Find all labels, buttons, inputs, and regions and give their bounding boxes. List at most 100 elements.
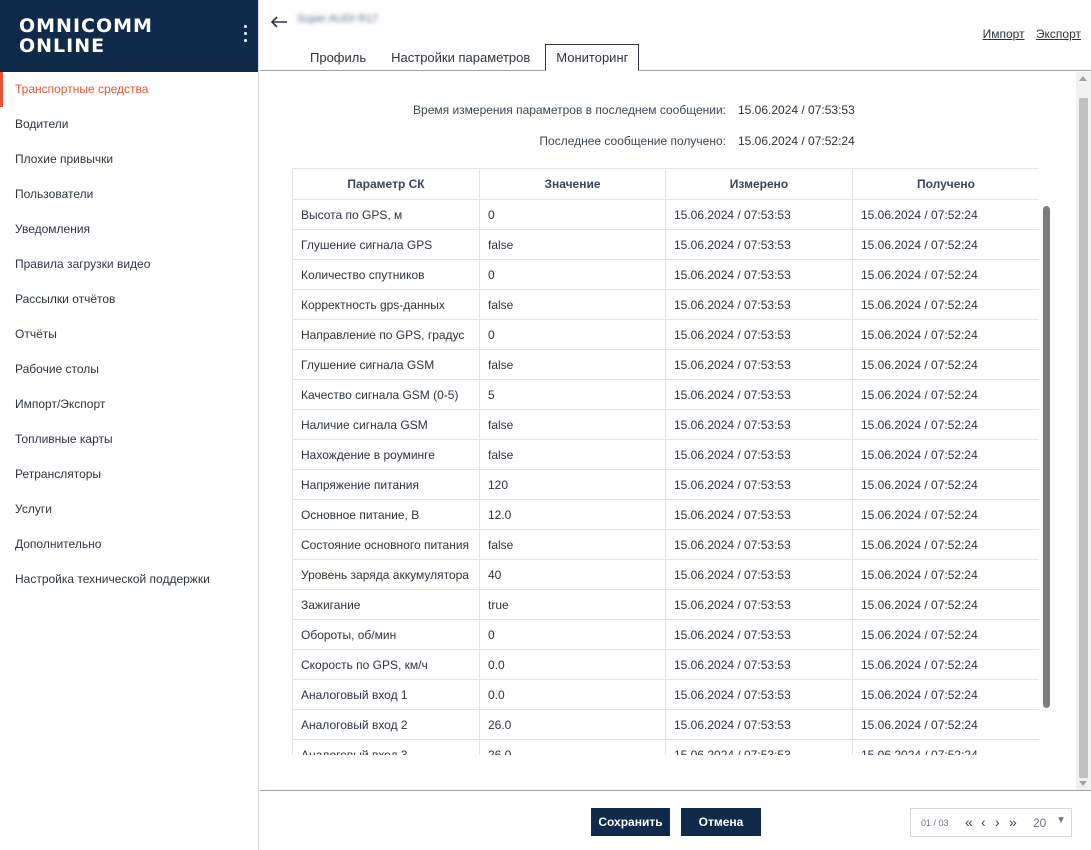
first-page-icon[interactable]: « [965,814,973,830]
sidebar-item-2[interactable]: Плохие привычки [15,152,114,166]
sidebar-item-7[interactable]: Отчёты [15,327,57,341]
table-row[interactable]: Нахождение в роуминге false 15.06.2024 / 0… [292,439,1039,470]
table-row[interactable]: Глушение сигнала GSM false 15.06.2024 / 07… [292,349,1039,380]
cell-value: 0 [479,259,666,290]
table-row[interactable]: Зажигание true 15.06.2024 / 07:53:53 15.06.… [292,589,1039,620]
table-row[interactable]: Аналоговый вход 3 26.0 15.06.2024 / 07:53:… [292,739,1039,755]
table-row[interactable]: Скорость по GPS, км/ч 0.0 15.06.2024 / 07:… [292,649,1039,680]
table-row[interactable]: Качество сигнала GSM (0-5) 5 15.06.2024 / … [292,379,1039,410]
cancel-button[interactable]: Отмена [681,808,761,836]
sidebar-item-14[interactable]: Настройка технической поддержки [15,572,210,586]
prev-page-icon[interactable]: ‹ [981,814,986,830]
cell-value: false [479,439,666,470]
sidebar-item-4[interactable]: Уведомления [15,222,91,236]
tab-parameter-settings[interactable]: Настройки параметров [391,50,531,65]
sidebar-item-6[interactable]: Рассылки отчётов [15,292,116,306]
cell-parameter: Нахождение в роуминге [292,439,480,470]
cell-value: false [479,229,666,260]
cell-value: 12.0 [479,499,666,530]
cell-measured: 15.06.2024 / 07:53:53 [665,379,853,410]
cell-received: 15.06.2024 / 07:52:24 [852,679,1039,710]
save-button[interactable]: Сохранить [591,808,670,836]
parameters-table: Параметр СК Значение Измерено Получено В… [292,168,1039,755]
table-row[interactable]: Глушение сигнала GPS false 15.06.2024 / 07… [292,229,1039,260]
table-row[interactable]: Корректность gps-данных false 15.06.2024 /… [292,289,1039,320]
table-container[interactable]: Параметр СК Значение Измерено Получено В… [292,168,1039,755]
header-parameter[interactable]: Параметр СК [292,168,480,200]
sidebar-item-5[interactable]: Правила загрузки видео [15,257,151,271]
sidebar-item-12[interactable]: Услуги [15,502,52,516]
table-row[interactable]: Количество спутников 0 15.06.2024 / 07:53:… [292,259,1039,290]
cell-measured: 15.06.2024 / 07:53:53 [665,559,853,590]
cell-received: 15.06.2024 / 07:52:24 [852,289,1039,320]
table-row[interactable]: Наличие сигнала GSM false 15.06.2024 / 07:… [292,409,1039,440]
header-value[interactable]: Значение [479,168,666,200]
scroll-up-icon[interactable] [1079,76,1087,81]
tab-monitoring[interactable]: Мониторинг [545,44,640,71]
sidebar-item-1[interactable]: Водители [15,117,69,131]
page-size-select[interactable]: 20 [1033,816,1047,830]
back-arrow-icon[interactable] [269,13,289,31]
cell-parameter: Аналоговый вход 3 [292,739,480,755]
info-measured-label: Время измерения параметров в последнем с… [413,103,726,117]
table-row[interactable]: Основное питание, В 12.0 15.06.2024 / 07:5… [292,499,1039,530]
tabs: Профиль Настройки параметров Мониторинг [300,44,644,71]
sidebar-item-9[interactable]: Импорт/Экспорт [15,397,106,411]
cell-parameter: Количество спутников [292,259,480,290]
header-measured[interactable]: Измерено [665,168,853,200]
cell-measured: 15.06.2024 / 07:53:53 [665,619,853,650]
logo: OMNICOMM ONLINE [19,16,153,56]
cell-value: 120 [479,469,666,500]
sidebar-item-0[interactable]: Транспортные средства [0,72,258,107]
table-row[interactable]: Аналоговый вход 1 0.0 15.06.2024 / 07:53:5… [292,679,1039,710]
cell-parameter: Состояние основного питания [292,529,480,560]
table-row[interactable]: Высота по GPS, м 0 15.06.2024 / 07:53:53 15… [292,199,1039,230]
table-row[interactable]: Обороты, об/мин 0 15.06.2024 / 07:53:53 15.… [292,619,1039,650]
cell-received: 15.06.2024 / 07:52:24 [852,709,1039,740]
cell-parameter: Глушение сигнала GSM [292,349,480,380]
cell-measured: 15.06.2024 / 07:53:53 [665,409,853,440]
table-row[interactable]: Направление по GPS, градус 0 15.06.2024 / … [292,319,1039,350]
sidebar-item-11[interactable]: Ретрансляторы [15,467,102,481]
cell-received: 15.06.2024 / 07:52:24 [852,199,1039,230]
cell-value: 0 [479,199,666,230]
cell-received: 15.06.2024 / 07:52:24 [852,589,1039,620]
cell-measured: 15.06.2024 / 07:53:53 [665,649,853,680]
cell-parameter: Уровень заряда аккумулятора [292,559,480,590]
sidebar-item-8[interactable]: Рабочие столы [15,362,99,376]
footer: Сохранить Отмена 01 / 03 « ‹ › » 20 ▼ [260,790,1091,850]
cell-measured: 15.06.2024 / 07:53:53 [665,499,853,530]
tab-profile[interactable]: Профиль [310,50,367,65]
cell-parameter: Наличие сигнала GSM [292,409,480,440]
sidebar-item-10[interactable]: Топливные карты [15,432,113,446]
cell-value: 0 [479,319,666,350]
scrollbar-thumb[interactable] [1079,98,1088,778]
next-page-icon[interactable]: › [995,814,1000,830]
export-link[interactable]: Экспорт [1035,27,1081,41]
cell-parameter: Скорость по GPS, км/ч [292,649,480,680]
scroll-down-icon[interactable] [1079,781,1087,786]
table-row[interactable]: Состояние основного питания false 15.06.20… [292,529,1039,560]
table-row[interactable]: Аналоговый вход 2 26.0 15.06.2024 / 07:53:… [292,709,1039,740]
table-row[interactable]: Напряжение питания 120 15.06.2024 / 07:53:… [292,469,1039,500]
table-row[interactable]: Уровень заряда аккумулятора 40 15.06.2024 … [292,559,1039,590]
pagination: 01 / 03 « ‹ › » 20 ▼ [910,808,1072,837]
cell-received: 15.06.2024 / 07:52:24 [852,649,1039,680]
header: Super AUDI R17 Импорт Экспорт Профиль На… [260,0,1091,71]
chevron-down-icon[interactable]: ▼ [1056,815,1066,826]
sidebar-item-13[interactable]: Дополнительно [15,537,102,551]
cell-value: 5 [479,379,666,410]
sidebar-item-3[interactable]: Пользователи [15,187,94,201]
top-links: Импорт Экспорт [975,27,1081,41]
cell-value: 0.0 [479,649,666,680]
cell-parameter: Зажигание [292,589,480,620]
cell-received: 15.06.2024 / 07:52:24 [852,529,1039,560]
kebab-menu-icon[interactable] [242,25,248,47]
last-page-icon[interactable]: » [1009,814,1017,830]
import-link[interactable]: Импорт [982,27,1025,41]
info-block: Время измерения параметров в последнем с… [413,98,858,160]
table-scrollbar-thumb[interactable] [1043,206,1050,708]
cell-received: 15.06.2024 / 07:52:24 [852,499,1039,530]
page-scrollbar[interactable] [1076,72,1091,790]
header-received[interactable]: Получено [852,168,1039,200]
